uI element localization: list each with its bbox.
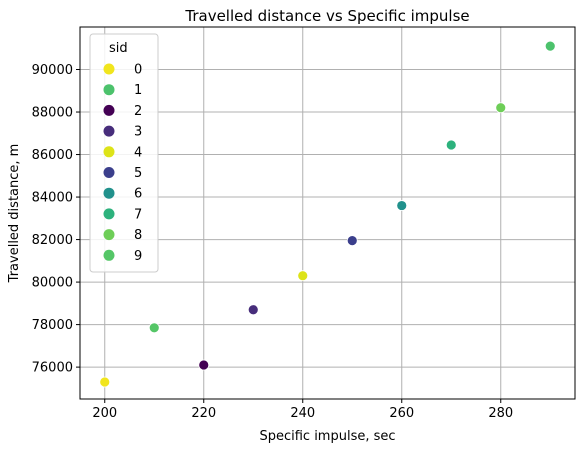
legend-marker-8 (103, 229, 115, 241)
legend-label-3: 3 (134, 125, 142, 140)
grid (80, 27, 575, 399)
legend-marker-7 (103, 208, 115, 220)
legend-marker-1 (103, 84, 115, 96)
x-tick-label: 200 (92, 406, 117, 421)
y-tick-label: 88000 (32, 106, 73, 121)
legend-box (89, 33, 159, 273)
data-point-sid-9 (148, 322, 160, 334)
data-point-sid-6 (396, 200, 408, 211)
x-tick-label: 220 (191, 406, 216, 421)
chart-title: Travelled distance vs Specific impulse (184, 7, 469, 25)
data-points (99, 40, 556, 388)
y-axis-label: Travelled distance, m (7, 144, 22, 284)
data-point-sid-2 (198, 359, 210, 371)
legend-label-8: 8 (134, 228, 142, 243)
x-tick-label: 260 (389, 406, 414, 421)
data-point-sid-4 (297, 270, 309, 282)
legend-marker-9 (103, 249, 115, 261)
y-tick-label: 80000 (32, 276, 73, 291)
legend-label-7: 7 (134, 207, 142, 222)
y-tick-label: 78000 (32, 318, 73, 333)
y-tick-label: 76000 (32, 361, 73, 376)
legend-marker-6 (103, 187, 115, 199)
legend-label-6: 6 (134, 187, 142, 202)
legend-label-2: 2 (134, 104, 142, 119)
y-tick-label: 82000 (32, 233, 73, 248)
legend-label-9: 9 (134, 249, 142, 264)
data-point-sid-8 (495, 102, 507, 114)
legend-label-4: 4 (134, 145, 142, 160)
data-point-sid-3 (247, 304, 259, 316)
data-point-sid-1 (544, 40, 556, 52)
y-tick-label: 84000 (32, 191, 73, 206)
legend-marker-2 (103, 104, 115, 116)
legend-marker-4 (103, 146, 115, 158)
data-point-sid-7 (445, 139, 457, 151)
axis-ticks: 200 220 240 260 2807600078000800008200084000… (32, 63, 514, 421)
x-axis-label: Specific impulse, sec (259, 429, 395, 444)
legend-marker-5 (103, 167, 115, 178)
legend-title: sid (109, 41, 128, 56)
x-tick-label: 280 (488, 406, 513, 421)
plot-area (79, 26, 576, 400)
legend-marker-3 (103, 125, 115, 137)
legend: sid 0 1 2 3 4 5 6 7 8 9 (89, 33, 159, 273)
legend-label-0: 0 (134, 63, 142, 78)
data-point-sid-5 (346, 235, 358, 247)
legend-label-5: 5 (134, 166, 142, 181)
y-tick-label: 90000 (32, 63, 73, 78)
x-tick-label: 240 (290, 406, 315, 421)
data-point-sid-0 (99, 376, 111, 388)
y-tick-label: 86000 (32, 148, 73, 163)
legend-marker-0 (103, 63, 115, 75)
legend-label-1: 1 (134, 83, 142, 98)
